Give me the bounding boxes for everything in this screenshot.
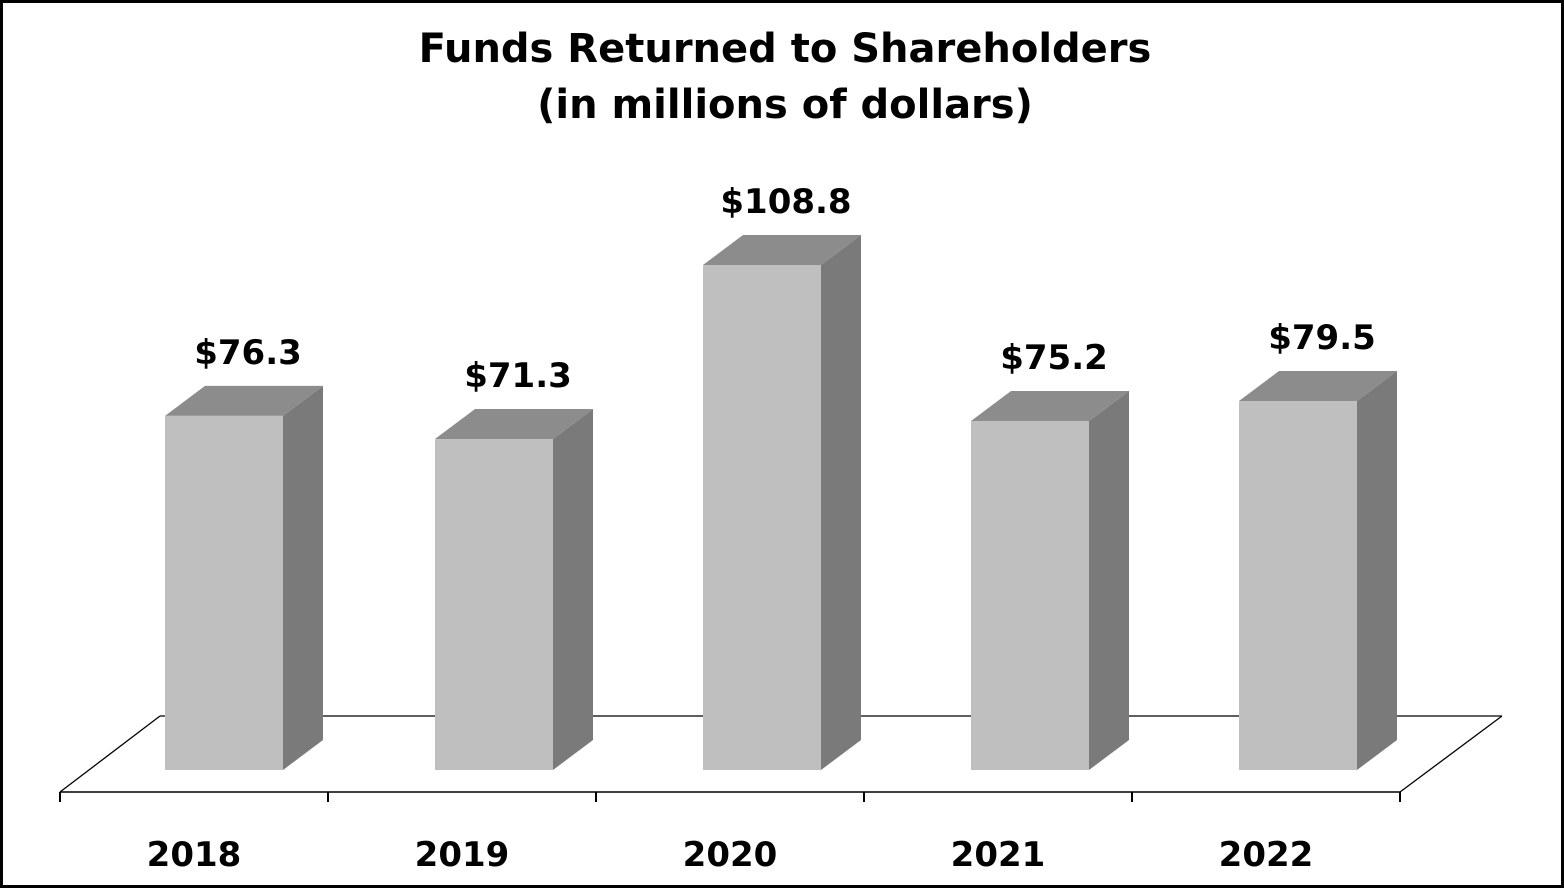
x-axis-label: 2021 (951, 835, 1046, 875)
x-axis-labels: 2018 2019 2020 2021 2022 (147, 835, 1314, 875)
x-axis-label: 2022 (1219, 835, 1314, 875)
bar-front-face (165, 415, 283, 770)
bar-top-face (165, 385, 323, 416)
bar-front-face (1239, 400, 1357, 770)
bar-front-face (435, 439, 553, 770)
bar-side-face (1357, 370, 1397, 770)
x-axis-label: 2020 (683, 835, 778, 875)
x-axis-label: 2018 (147, 835, 242, 875)
data-label: $71.3 (464, 356, 572, 396)
bar-side-face (283, 385, 323, 770)
bar-side-face (1089, 390, 1129, 770)
data-label: $76.3 (194, 333, 302, 373)
bar-2018: $76.3 (165, 333, 323, 770)
bar-side-face (553, 409, 593, 770)
bar-2019: $71.3 (435, 356, 593, 770)
chart-title-line1: Funds Returned to Shareholders (418, 26, 1152, 72)
bar-front-face (703, 265, 821, 770)
x-axis-label: 2019 (415, 835, 510, 875)
bar-2022: $79.5 (1239, 318, 1397, 770)
data-label: $79.5 (1268, 318, 1376, 358)
bar-series: $76.3 $71.3 $108.8 $75.2 $79.5 (165, 182, 1397, 770)
bar-top-face (1239, 370, 1397, 401)
chart-title-line2: (in millions of dollars) (537, 82, 1033, 128)
data-label: $75.2 (1000, 338, 1108, 378)
bar-2021: $75.2 (971, 338, 1129, 770)
bar-2020: $108.8 (703, 182, 861, 770)
bar-front-face (971, 420, 1089, 770)
bar-top-face (971, 390, 1129, 421)
data-label: $108.8 (720, 182, 851, 222)
bar-top-face (703, 235, 861, 265)
chart-title: Funds Returned to Shareholders (in milli… (3, 21, 1564, 133)
x-axis (59, 791, 1401, 802)
bar-top-face (435, 409, 593, 440)
bar-side-face (821, 235, 861, 770)
